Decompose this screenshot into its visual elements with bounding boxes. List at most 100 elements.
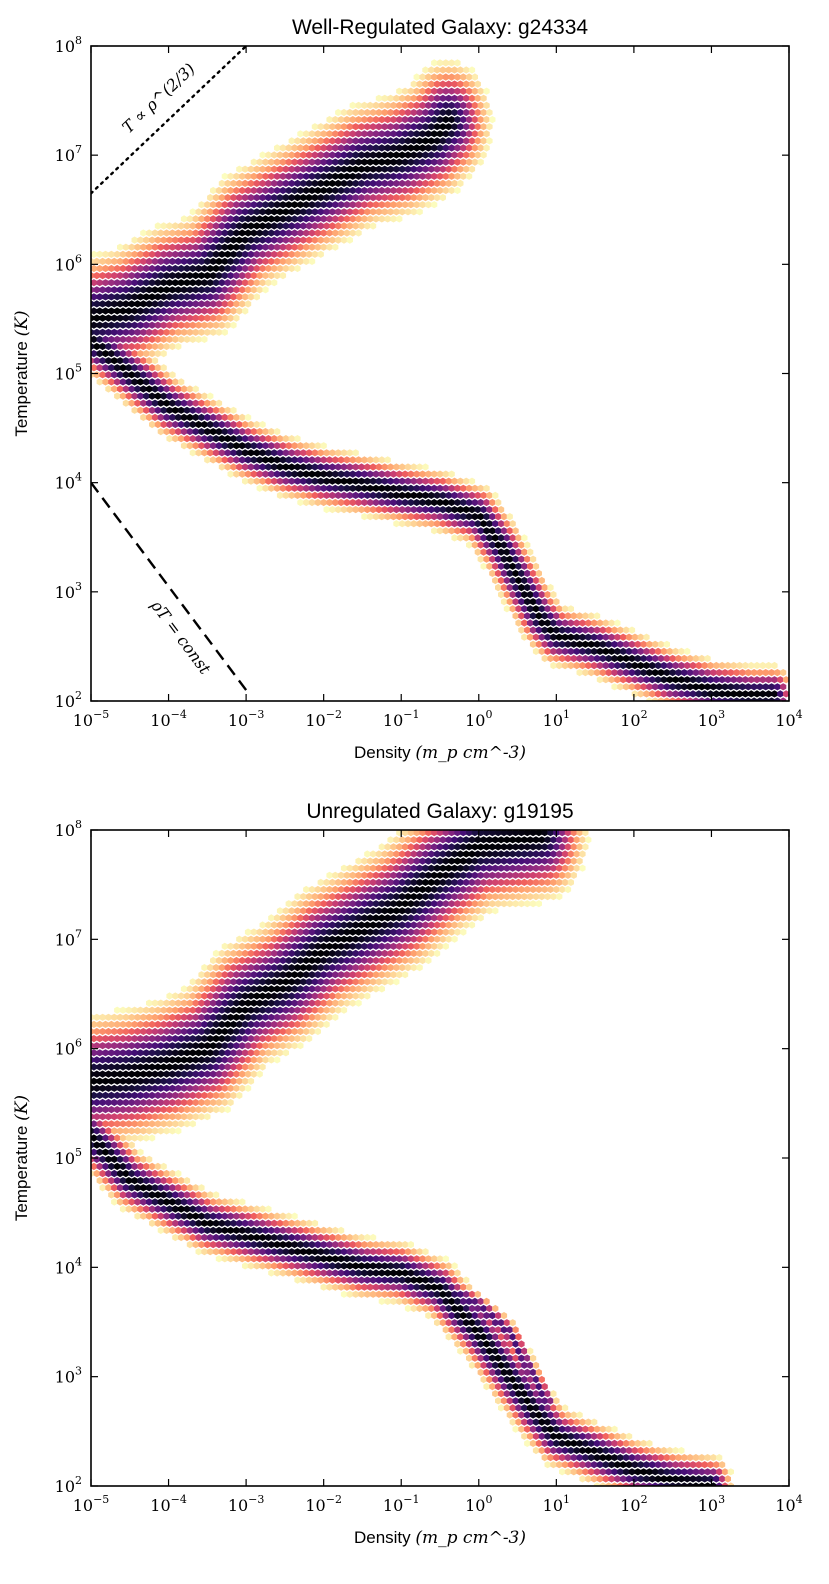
hex-bin xyxy=(265,949,272,957)
hex-bin xyxy=(500,1397,508,1405)
hex-bin xyxy=(466,1283,473,1291)
hex-bin xyxy=(244,201,252,209)
hex-bin xyxy=(381,208,388,216)
hex-bin xyxy=(288,435,295,443)
hex-bin xyxy=(335,949,342,957)
hex-bin xyxy=(463,1276,470,1284)
hex-bin xyxy=(122,272,129,280)
hex-bin xyxy=(352,992,359,1000)
hex-bin xyxy=(460,87,467,95)
hex-bin xyxy=(131,236,138,244)
hex-bin xyxy=(355,871,362,879)
hex-bin xyxy=(727,697,734,701)
hex-bin xyxy=(518,1383,525,1391)
hex-bin xyxy=(134,1198,141,1206)
hex-bin xyxy=(256,956,263,965)
hex-bin xyxy=(262,1027,269,1036)
hex-bin xyxy=(468,66,476,74)
hex-bin xyxy=(460,1283,467,1291)
hex-bin xyxy=(332,1013,339,1021)
hex-bin xyxy=(689,690,697,698)
hex-bin xyxy=(431,130,438,138)
hex-bin xyxy=(215,257,223,265)
hex-bin xyxy=(256,1013,263,1021)
hex-bin xyxy=(230,406,237,414)
hex-bin xyxy=(169,229,176,237)
hex-bin xyxy=(343,130,351,138)
hex-bin xyxy=(201,449,208,457)
hex-bin xyxy=(393,864,400,872)
hex-bin xyxy=(279,985,287,993)
hex-bin xyxy=(186,1084,193,1092)
hex-bin xyxy=(230,992,237,1000)
hex-bin xyxy=(579,1446,586,1455)
hex-bin xyxy=(573,864,580,872)
hex-bin xyxy=(250,1226,257,1234)
hex-bin xyxy=(210,314,217,322)
hex-bin xyxy=(338,201,345,209)
hex-bin xyxy=(643,661,650,670)
hex-bin xyxy=(402,87,409,95)
hex-bin xyxy=(259,264,266,273)
hex-bin xyxy=(311,921,319,929)
hex-bin xyxy=(244,1070,252,1078)
hex-bin xyxy=(338,942,345,950)
hex-bin xyxy=(407,201,414,209)
hex-bin xyxy=(396,914,403,922)
hex-bin xyxy=(175,428,182,436)
hex-bin xyxy=(285,158,292,166)
hex-bin xyxy=(189,1106,196,1114)
hex-bin xyxy=(201,1091,208,1099)
hex-bin xyxy=(367,456,374,464)
hex-bin xyxy=(716,683,723,691)
hex-bin xyxy=(233,1241,240,1249)
hex-bin xyxy=(338,470,345,478)
hex-bin xyxy=(396,484,403,492)
hex-bin xyxy=(352,1262,359,1270)
hex-bin xyxy=(119,1191,127,1199)
hex-bin xyxy=(431,484,438,492)
hex-bin xyxy=(157,229,164,237)
hex-bin xyxy=(288,1248,295,1256)
hex-bin xyxy=(215,456,223,464)
hex-bin xyxy=(262,484,269,492)
hex-bin xyxy=(91,1063,97,1071)
hex-bin xyxy=(628,669,636,677)
hex-bin xyxy=(343,999,351,1007)
hex-bin xyxy=(114,307,121,315)
hex-bin xyxy=(102,1091,109,1099)
hex-bin xyxy=(381,1290,388,1298)
hex-bin xyxy=(323,506,330,514)
hex-bin xyxy=(480,1333,487,1341)
hex-bin xyxy=(131,1106,138,1114)
hex-bin xyxy=(201,1063,208,1071)
hex-bin xyxy=(442,1283,449,1291)
hex-bin xyxy=(207,1091,214,1099)
hex-bin xyxy=(183,1020,191,1028)
hex-bin xyxy=(640,1482,647,1486)
hex-bin xyxy=(262,442,269,450)
hex-bin xyxy=(492,1319,499,1327)
hex-bin xyxy=(471,1312,478,1320)
hex-bin xyxy=(239,300,246,308)
hex-bin xyxy=(492,1333,499,1341)
hex-bin xyxy=(239,985,246,993)
hex-bin xyxy=(146,314,153,322)
hex-bin xyxy=(434,878,441,886)
hex-bin xyxy=(445,836,452,844)
hex-bin xyxy=(483,1297,490,1305)
hex-bin xyxy=(294,1262,301,1270)
hex-bin xyxy=(524,1439,531,1447)
hex-bin xyxy=(416,506,423,514)
hex-bin xyxy=(291,1255,298,1263)
hex-bin xyxy=(538,576,545,585)
hex-bin xyxy=(125,1091,132,1099)
hex-bin xyxy=(425,1297,432,1305)
hex-bin xyxy=(486,534,493,542)
hex-bin xyxy=(428,491,435,499)
hex-bin xyxy=(285,186,292,195)
hex-bin xyxy=(553,654,560,663)
hex-bin xyxy=(224,194,231,202)
hex-bin xyxy=(474,108,481,117)
hex-bin xyxy=(640,640,647,648)
